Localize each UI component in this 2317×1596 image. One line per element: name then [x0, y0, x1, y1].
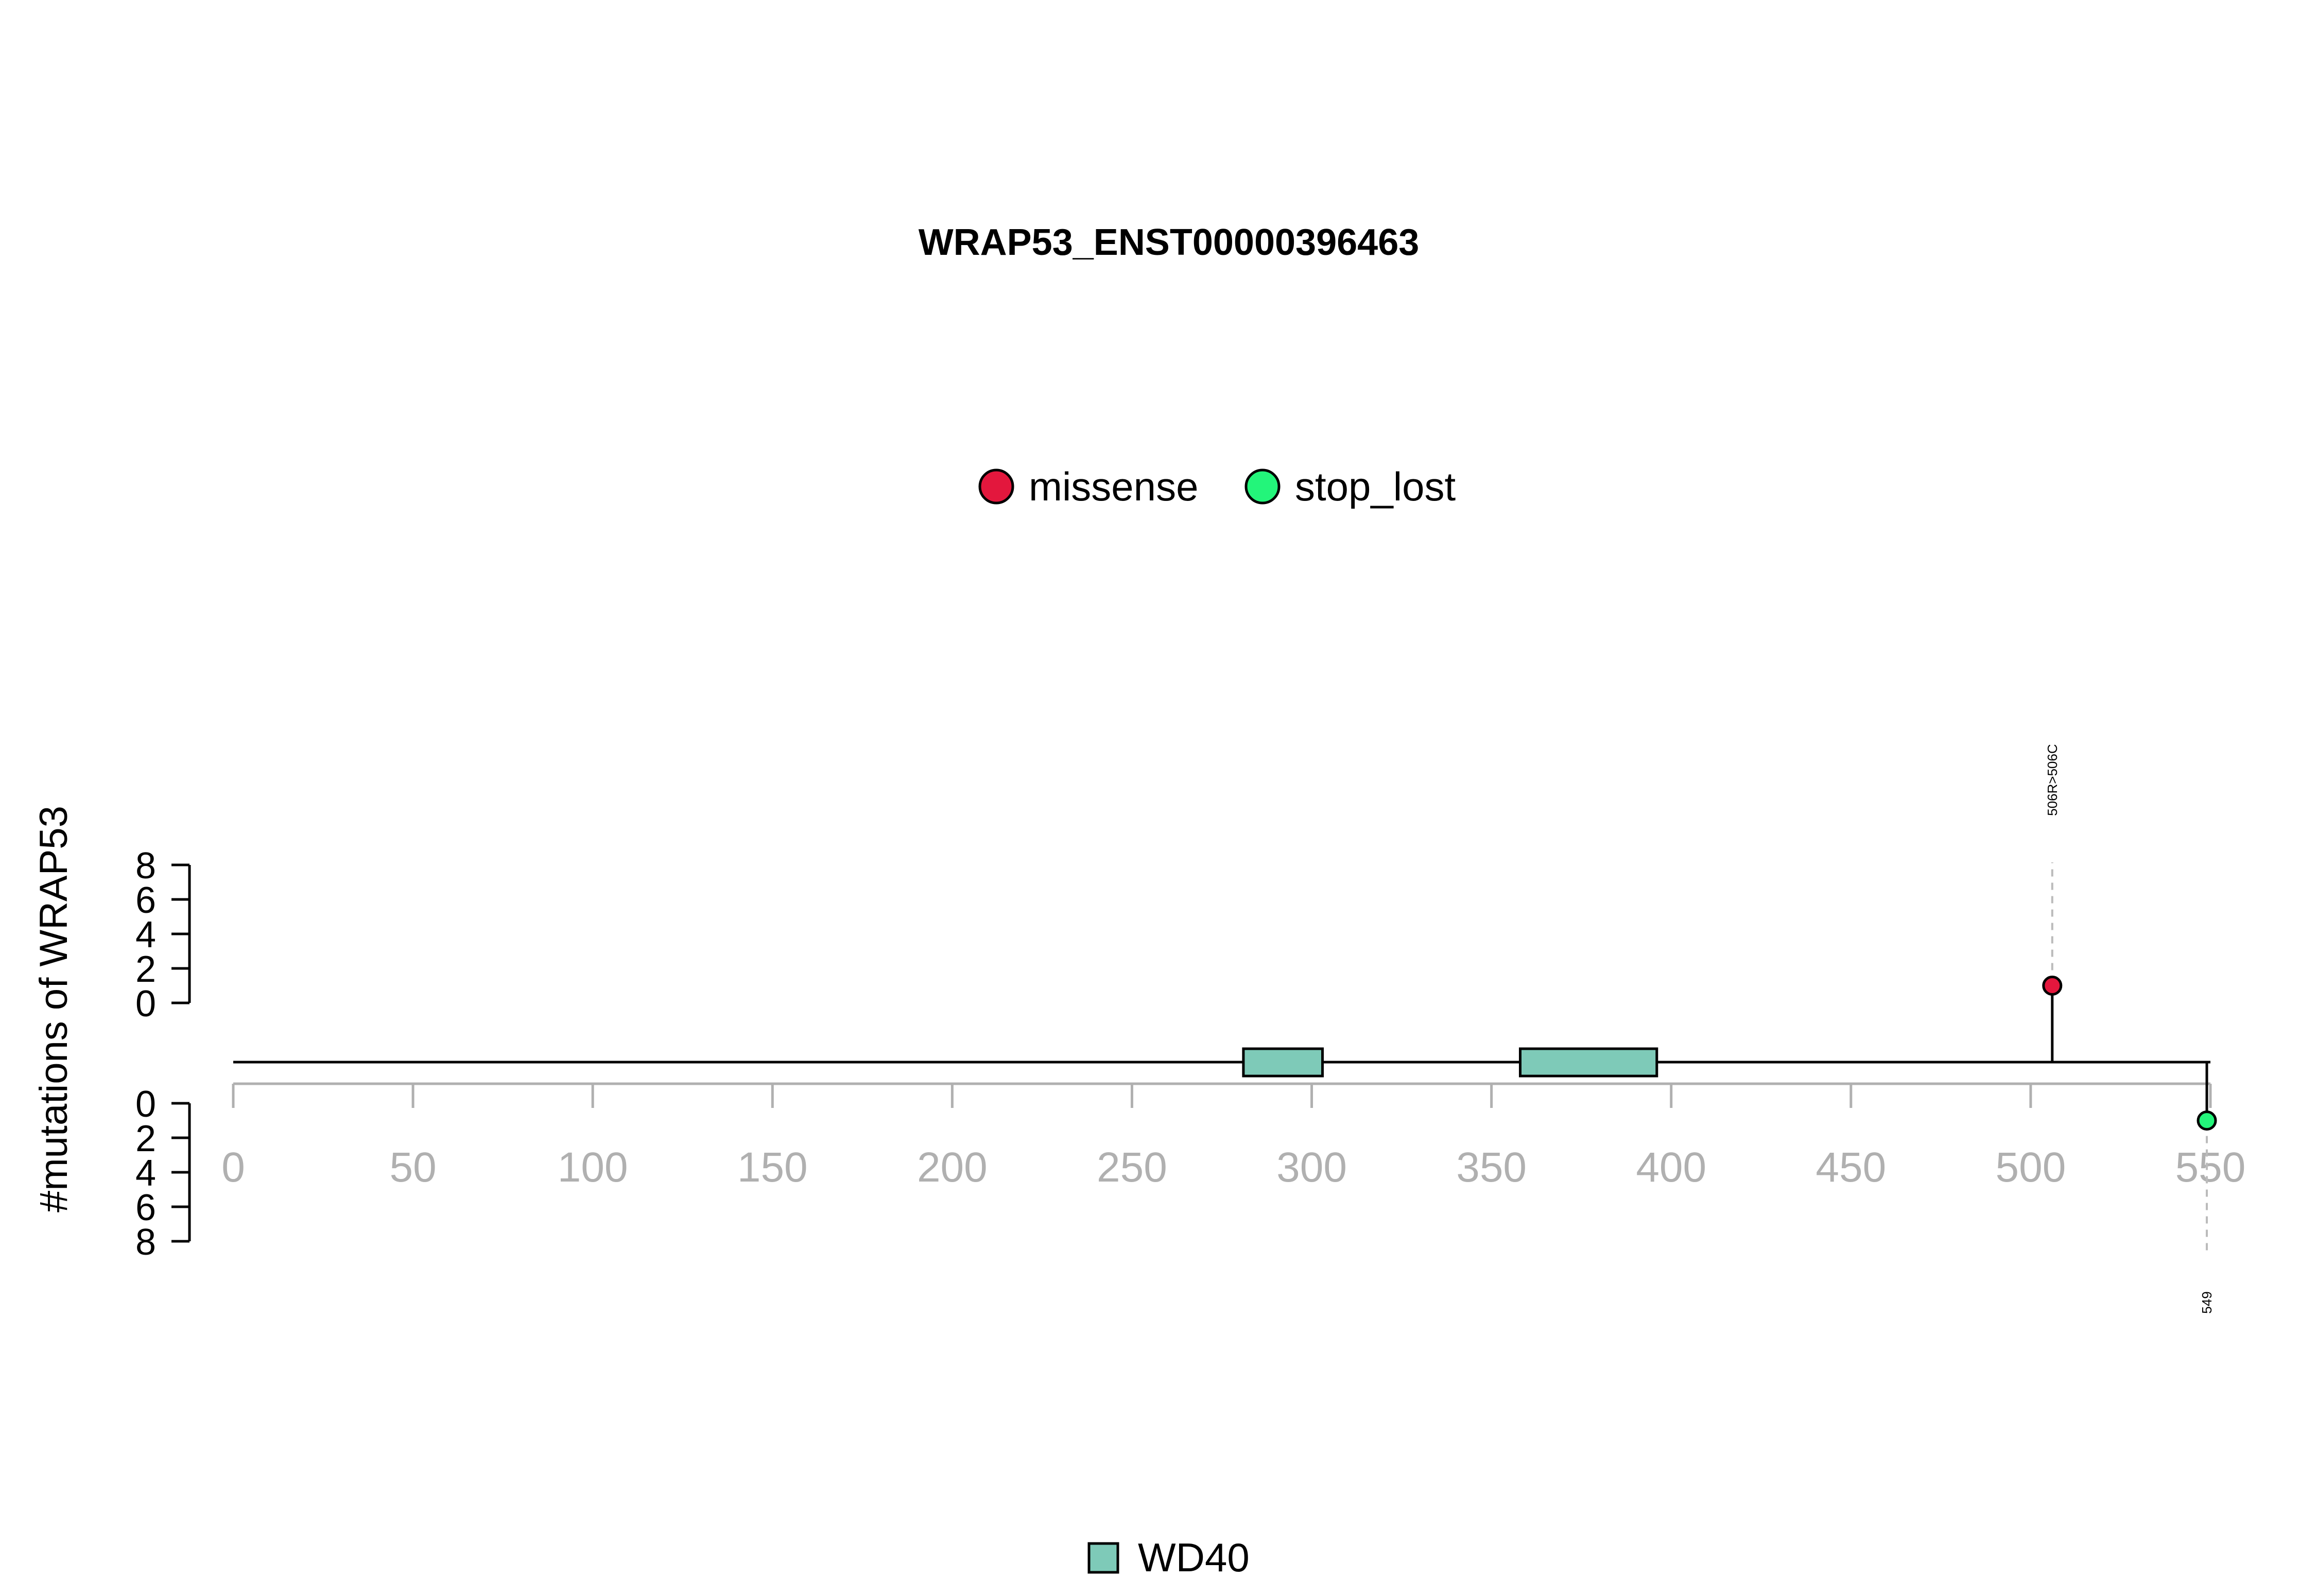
x-tick-label: 50 [389, 1144, 436, 1191]
domain-legend: WD40 [1087, 1535, 1250, 1580]
y-tick-label-bottom: 4 [135, 1153, 156, 1194]
x-tick-label: 350 [1456, 1144, 1527, 1191]
y-tick-label-top: 0 [135, 983, 156, 1025]
x-tick-label: 250 [1097, 1144, 1167, 1191]
legend-label-missense: missense [1029, 464, 1198, 509]
x-axis: 0 50 100 150 200 250 300 350 400 450 500 550 [221, 1082, 2246, 1191]
x-tick-label: 0 [221, 1144, 245, 1191]
legend-label-wd40: WD40 [1138, 1535, 1250, 1580]
y-axis-label: #mutations of WRAP53 [32, 806, 76, 1212]
mutation-label: 506R>506C [2045, 744, 2060, 816]
mutation-legend: missense stop_lost [978, 464, 1456, 509]
x-tick-label: 400 [1636, 1144, 1706, 1191]
mutation-label: 549 [2199, 1291, 2215, 1313]
domain-wd40 [1518, 1047, 1658, 1078]
chart-title: WRAP53_ENST00000396463 [919, 222, 1420, 263]
x-tick-label: 200 [917, 1144, 988, 1191]
x-tick-label: 550 [2175, 1144, 2246, 1191]
legend-marker-stop-lost [1244, 469, 1281, 505]
y-tick-label-bottom: 2 [135, 1118, 156, 1159]
domain-wd40 [1242, 1047, 1324, 1078]
mutation-marker-stop-lost [2197, 1111, 2217, 1131]
legend-marker-wd40 [1087, 1542, 1119, 1574]
y-tick-label-bottom: 8 [135, 1222, 156, 1263]
x-tick-label: 150 [737, 1144, 808, 1191]
legend-label-stop-lost: stop_lost [1295, 464, 1456, 509]
x-tick-label: 300 [1276, 1144, 1347, 1191]
y-tick-label-top: 4 [135, 914, 156, 956]
x-tick-label: 450 [1815, 1144, 1886, 1191]
y-tick-label-bottom: 6 [135, 1187, 156, 1228]
x-tick-label: 500 [1995, 1144, 2066, 1191]
x-tick-label: 100 [558, 1144, 628, 1191]
y-tick-label-top: 6 [135, 880, 156, 921]
y-tick-label-bottom: 0 [135, 1084, 156, 1125]
legend-marker-missense [978, 469, 1014, 505]
mutation-marker-missense [2042, 976, 2063, 996]
y-tick-label-top: 8 [135, 845, 156, 887]
y-tick-label-top: 2 [135, 949, 156, 990]
